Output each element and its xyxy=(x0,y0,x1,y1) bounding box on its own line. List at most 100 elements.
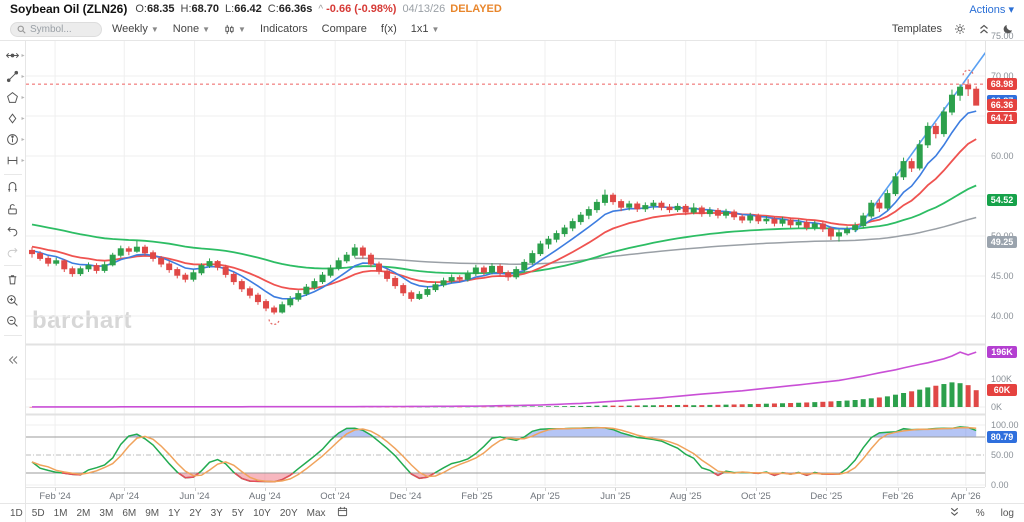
quote-date: 04/13/26 xyxy=(402,3,446,15)
symbol-title: Soybean Oil (ZLN26) xyxy=(10,2,128,16)
range-button-2y[interactable]: 2Y xyxy=(189,507,202,519)
price-tick: 40.00 xyxy=(991,311,1014,321)
price-tick: 45.00 xyxy=(991,271,1014,281)
range-button-max[interactable]: Max xyxy=(306,507,326,519)
annotation-tool[interactable]: ▸ xyxy=(1,108,25,129)
period-dropdown[interactable]: Weekly ▼ xyxy=(112,23,159,35)
chart-area[interactable]: barchart xyxy=(26,41,985,487)
time-tick-label: Dec '25 xyxy=(810,491,843,502)
time-tick-mark xyxy=(476,488,478,491)
axis-badge-ma-slow: 54.52 xyxy=(987,193,1017,206)
time-tick-mark xyxy=(55,488,57,491)
calendar-icon[interactable] xyxy=(337,506,348,520)
drawing-toolstrip: ▸ ▸ ▸ ▸ ▸ ▸ xyxy=(0,41,26,522)
range-button-5y[interactable]: 5Y xyxy=(231,507,245,519)
delete-tool[interactable] xyxy=(1,269,25,290)
oscillator-tick: 50.00 xyxy=(991,450,1014,460)
range-button-1m[interactable]: 1M xyxy=(53,507,68,519)
time-tick-label: Dec '24 xyxy=(389,491,422,502)
range-button-9m[interactable]: 9M xyxy=(145,507,160,519)
fx-button[interactable]: f(x) xyxy=(380,23,397,35)
time-tick-mark xyxy=(755,488,757,491)
range-button-6m[interactable]: 6M xyxy=(122,507,137,519)
chart-canvas[interactable] xyxy=(26,41,985,487)
range-button-2m[interactable]: 2M xyxy=(76,507,91,519)
price-axis[interactable]: 75.00 70.00 60.00 50.00 45.00 40.00 100K 0K 100.… xyxy=(985,31,1024,490)
chart-type-dropdown[interactable]: ▼ xyxy=(224,24,246,35)
shapes-tool[interactable]: ▸ xyxy=(1,87,25,108)
expand-panels-icon[interactable] xyxy=(978,23,990,35)
close-value: C:66.36s xyxy=(267,3,313,15)
price-change: -0.66 (-0.98%) xyxy=(326,3,397,15)
zoom-in-tool[interactable] xyxy=(1,290,25,311)
range-button-3m[interactable]: 3M xyxy=(99,507,114,519)
axis-badge-open-interest: 196K xyxy=(987,346,1017,359)
time-tick-label: Feb '26 xyxy=(882,491,914,502)
time-tick-label: Aug '25 xyxy=(669,491,702,502)
oscillator-tick: 100.00 xyxy=(991,420,1019,430)
cursor-tool[interactable]: ▸ xyxy=(1,45,25,66)
time-tick-label: Apr '24 xyxy=(109,491,140,502)
time-tick-label: Feb '25 xyxy=(461,491,493,502)
range-button-10y[interactable]: 10Y xyxy=(253,507,271,519)
time-tick-label: Apr '26 xyxy=(950,491,981,502)
undo-tool[interactable] xyxy=(1,220,25,241)
low-value: L:66.42 xyxy=(225,3,262,15)
chart-toolbar: Symbol... Weekly ▼ None ▼ ▼ Indicators Com… xyxy=(0,18,1024,41)
redo-tool[interactable] xyxy=(1,241,25,262)
time-tick-mark xyxy=(826,488,828,491)
time-tick-mark xyxy=(124,488,126,491)
tools-dropdown[interactable]: None ▼ xyxy=(172,23,211,35)
templates-button[interactable]: Templates xyxy=(891,23,942,35)
time-tick-mark xyxy=(965,488,967,491)
range-button-5d[interactable]: 5D xyxy=(31,507,45,519)
trendline-tool[interactable]: ▸ xyxy=(1,66,25,87)
time-tick-mark xyxy=(405,488,407,491)
delayed-badge: DELAYED xyxy=(450,3,502,15)
search-icon xyxy=(17,25,26,34)
dark-mode-moon-icon[interactable] xyxy=(1002,23,1014,35)
percent-scale-button[interactable]: % xyxy=(975,507,985,519)
magnet-tool[interactable] xyxy=(1,178,25,199)
range-toolbar: 1D 5D 1M 2M 3M 6M 9M 1Y 2Y 3Y 5Y 10Y 20Y Max % log xyxy=(0,503,1024,522)
time-tick-mark xyxy=(615,488,617,491)
collapse-toolstrip-button[interactable] xyxy=(1,349,25,370)
info-tool[interactable]: ▸ xyxy=(1,129,25,150)
time-tick-label: Oct '25 xyxy=(741,491,771,502)
range-button-1d[interactable]: 1D xyxy=(10,507,23,519)
time-tick-mark xyxy=(264,488,266,491)
range-button-20y[interactable]: 20Y xyxy=(279,507,298,519)
oscillator-tick: 0.00 xyxy=(991,480,1009,490)
measure-tool[interactable]: ▸ xyxy=(7,156,25,165)
axis-badge-ma-mid: 64.71 xyxy=(987,112,1017,125)
axis-badge-last-price: 66.36 xyxy=(987,99,1017,112)
open-value: O:68.35 xyxy=(135,3,175,15)
barchart-watermark: barchart xyxy=(32,307,133,334)
time-tick-label: Apr '25 xyxy=(530,491,560,502)
grid-layout-dropdown[interactable]: 1x1 ▼ xyxy=(410,23,440,35)
gear-icon[interactable] xyxy=(954,23,966,35)
time-tick-label: Aug '24 xyxy=(248,491,281,502)
range-button-1y[interactable]: 1Y xyxy=(168,507,181,519)
axis-badge-stoch-k: 80.79 xyxy=(987,430,1017,443)
volume-tick: 0K xyxy=(991,402,1003,412)
collapse-panels-icon[interactable] xyxy=(949,506,960,520)
time-tick-mark xyxy=(335,488,337,491)
symbol-search-input[interactable]: Symbol... xyxy=(10,21,102,37)
lock-tool[interactable] xyxy=(1,199,25,220)
log-scale-button[interactable]: log xyxy=(1000,507,1014,519)
zoom-out-tool[interactable] xyxy=(1,311,25,332)
time-tick-label: Oct '24 xyxy=(320,491,351,502)
price-tick: 75.00 xyxy=(991,31,1014,41)
indicators-button[interactable]: Indicators xyxy=(259,23,308,35)
time-tick-label: Jun '25 xyxy=(600,491,631,502)
time-tick-mark xyxy=(897,488,899,491)
compare-button[interactable]: Compare xyxy=(321,23,367,35)
time-axis[interactable]: Feb '24 Apr '24 Jun '24 Aug '24 Oct '24 Dec '… xyxy=(26,487,985,503)
actions-menu-button[interactable]: Actions ▾ xyxy=(969,3,1014,16)
axis-badge-ma-long: 49.25 xyxy=(987,236,1017,248)
price-tick: 60.00 xyxy=(991,151,1014,161)
range-button-3y[interactable]: 3Y xyxy=(210,507,223,519)
price-tick: 70.00 xyxy=(991,71,1014,81)
time-tick-mark xyxy=(685,488,687,491)
